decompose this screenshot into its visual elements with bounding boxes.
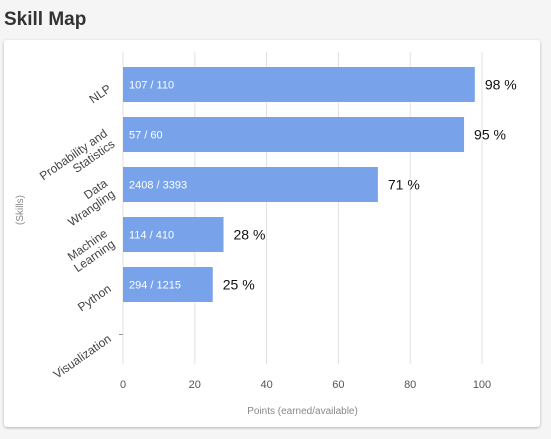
bar-percent-label: 28 % bbox=[234, 227, 266, 243]
bar bbox=[123, 117, 465, 152]
bar bbox=[123, 217, 224, 252]
x-tick-label: 100 bbox=[473, 379, 491, 391]
y-axis-title: (Skills) bbox=[15, 195, 26, 225]
x-axis-title: Points (earned/available) bbox=[247, 406, 358, 417]
bar-percent-label: 95 % bbox=[474, 127, 506, 143]
bar-value-label: 57 / 60 bbox=[129, 130, 163, 142]
category-label: NLP bbox=[87, 81, 114, 106]
bar-value-label: 107 / 110 bbox=[129, 80, 174, 92]
category-label: MachineLearning bbox=[64, 226, 118, 275]
category-label: Python bbox=[75, 281, 114, 314]
category-label: Visualization bbox=[51, 331, 114, 381]
bar bbox=[123, 267, 213, 302]
bar bbox=[123, 67, 475, 102]
skill-map-chart: 0 20 40 60 80 100 107 / 110 98 % NLP 57 / 60 95 % P… bbox=[15, 52, 517, 417]
bar-percent-label: 98 % bbox=[485, 77, 517, 93]
bar-percent-label: 71 % bbox=[388, 177, 420, 193]
x-tick-label: 0 bbox=[120, 379, 126, 391]
x-tick-label: 60 bbox=[332, 379, 344, 391]
x-tick-label: 80 bbox=[404, 379, 416, 391]
bar bbox=[123, 167, 378, 202]
bar-percent-label: 25 % bbox=[223, 277, 255, 293]
x-tick-label: 40 bbox=[260, 379, 272, 391]
category-label: DataWrangling bbox=[58, 176, 118, 229]
skill-map-card: 0 20 40 60 80 100 107 / 110 98 % NLP 57 / 60 95 % P… bbox=[4, 40, 540, 427]
page-title: Skill Map bbox=[4, 9, 87, 30]
x-tick-label: 20 bbox=[189, 379, 201, 391]
bar-value-label: 114 / 410 bbox=[129, 230, 174, 242]
bar-value-label: 2408 / 3393 bbox=[129, 180, 187, 192]
bar-value-label: 294 / 1215 bbox=[129, 280, 181, 292]
